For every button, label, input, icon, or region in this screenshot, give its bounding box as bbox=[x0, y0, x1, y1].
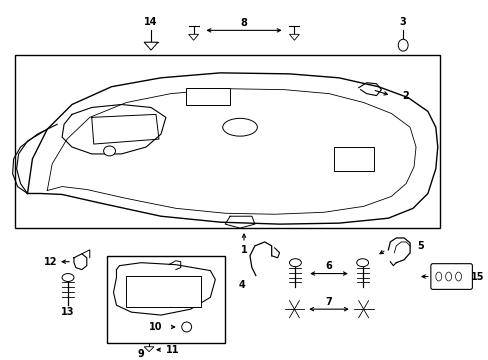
Ellipse shape bbox=[182, 322, 191, 332]
Text: 12: 12 bbox=[43, 257, 57, 267]
Text: 1: 1 bbox=[240, 245, 247, 255]
Text: 3: 3 bbox=[399, 17, 406, 27]
Text: 15: 15 bbox=[469, 271, 483, 282]
Text: 5: 5 bbox=[417, 241, 424, 251]
Ellipse shape bbox=[455, 272, 461, 281]
Text: 7: 7 bbox=[325, 297, 332, 307]
Text: 9: 9 bbox=[138, 348, 144, 359]
Ellipse shape bbox=[445, 272, 451, 281]
Text: 11: 11 bbox=[166, 345, 179, 355]
Text: 6: 6 bbox=[325, 261, 332, 271]
Text: 2: 2 bbox=[401, 91, 407, 100]
Ellipse shape bbox=[223, 118, 257, 136]
Text: 4: 4 bbox=[238, 280, 245, 291]
Text: 13: 13 bbox=[61, 307, 75, 317]
Bar bbox=[126, 275, 200, 307]
Ellipse shape bbox=[356, 259, 368, 267]
Polygon shape bbox=[188, 34, 198, 40]
Polygon shape bbox=[144, 42, 158, 50]
Text: 14: 14 bbox=[144, 17, 158, 27]
Polygon shape bbox=[289, 34, 299, 40]
Ellipse shape bbox=[289, 259, 301, 267]
Bar bbox=[333, 147, 373, 171]
FancyBboxPatch shape bbox=[430, 264, 471, 289]
Polygon shape bbox=[144, 347, 154, 352]
Text: 10: 10 bbox=[149, 322, 163, 332]
Text: 8: 8 bbox=[240, 18, 247, 28]
Ellipse shape bbox=[435, 272, 441, 281]
Bar bbox=[185, 88, 230, 105]
Ellipse shape bbox=[397, 39, 407, 51]
Bar bbox=[106, 256, 225, 343]
Ellipse shape bbox=[62, 274, 74, 282]
Bar bbox=[15, 55, 439, 228]
Ellipse shape bbox=[103, 146, 115, 156]
